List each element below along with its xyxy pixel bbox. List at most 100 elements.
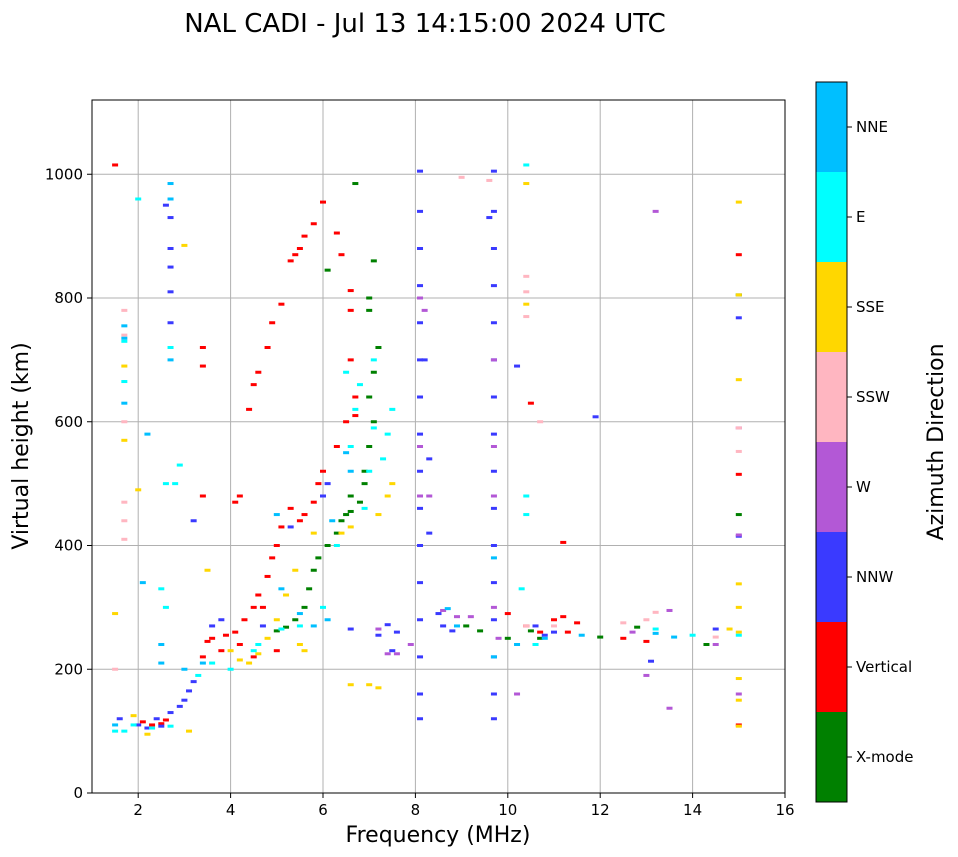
echo-point-nnw xyxy=(490,169,497,173)
echo-point-w xyxy=(417,445,424,448)
colorbar-segment-sse xyxy=(816,262,847,352)
echo-point-e xyxy=(366,469,373,473)
echo-point-w xyxy=(490,445,497,448)
echo-point-nnw xyxy=(490,432,497,436)
echo-point-nnw xyxy=(490,717,497,721)
echo-point-nnw xyxy=(167,290,174,294)
echo-point-x-mode xyxy=(361,482,368,486)
echo-point-vertical xyxy=(218,649,225,653)
echo-point-nne xyxy=(167,358,174,362)
echo-point-vertical xyxy=(504,612,511,616)
echo-point-vertical xyxy=(560,615,567,619)
echo-point-w xyxy=(643,673,650,677)
echo-point-nnw xyxy=(417,655,424,659)
echo-point-sse xyxy=(389,482,396,486)
echo-point-w xyxy=(417,494,424,498)
x-tick-label: 14 xyxy=(683,801,702,819)
echo-point-ssw xyxy=(523,274,530,278)
echo-point-nnw xyxy=(490,469,497,473)
echo-point-nne xyxy=(652,631,659,635)
echo-point-nnw xyxy=(421,358,428,362)
echo-point-sse xyxy=(310,531,317,535)
echo-point-vertical xyxy=(199,655,206,659)
echo-point-vertical xyxy=(232,630,239,634)
echo-point-sse xyxy=(121,364,128,368)
echo-point-sse xyxy=(135,488,142,492)
chart-title: NAL CADI - Jul 13 14:15:00 2024 UTC xyxy=(184,9,666,39)
echo-point-vertical xyxy=(199,346,206,349)
echo-point-e xyxy=(176,463,183,467)
echo-point-ssw xyxy=(112,667,119,671)
x-tick-label: 10 xyxy=(498,801,517,819)
echo-point-vertical xyxy=(236,494,243,498)
echo-point-e xyxy=(532,643,539,646)
echo-point-vertical xyxy=(199,364,206,368)
echo-point-x-mode xyxy=(366,296,373,300)
echo-point-nnw xyxy=(167,711,174,715)
echo-point-nnw xyxy=(347,627,354,631)
echo-point-nnw xyxy=(417,618,424,622)
echo-point-x-mode xyxy=(315,556,322,560)
plot-frame xyxy=(91,99,786,794)
echo-point-nnw xyxy=(648,659,655,663)
echo-point-ssw xyxy=(537,420,544,424)
echo-point-vertical xyxy=(537,630,544,634)
echo-point-nne xyxy=(273,513,280,517)
echo-point-sse xyxy=(181,243,188,247)
echo-point-vertical xyxy=(347,358,354,362)
echo-point-vertical xyxy=(301,513,308,517)
echo-point-nne xyxy=(453,624,460,628)
echo-point-vertical xyxy=(292,253,299,257)
echo-point-vertical xyxy=(287,506,294,510)
echo-point-vertical xyxy=(273,649,280,653)
echo-point-ssw xyxy=(643,618,650,622)
echo-point-x-mode xyxy=(301,605,308,609)
echo-point-e xyxy=(380,457,387,461)
echo-point-nnw xyxy=(116,717,123,721)
echo-point-vertical xyxy=(250,605,257,609)
echo-point-vertical xyxy=(643,639,650,643)
colorbar-tick-label: NNW xyxy=(856,568,893,586)
colorbar-tick-label: X-mode xyxy=(856,748,913,766)
echo-point-nnw xyxy=(712,627,719,631)
echo-point-nnw xyxy=(592,415,599,419)
echo-point-x-mode xyxy=(338,519,345,523)
echo-point-vertical xyxy=(338,253,345,257)
echo-point-x-mode xyxy=(703,643,710,646)
echo-point-e xyxy=(135,197,142,201)
echo-point-vertical xyxy=(352,395,359,399)
echo-point-nnw xyxy=(490,247,497,250)
echo-point-e xyxy=(370,426,377,430)
colorbar-segment-nne xyxy=(816,82,847,172)
echo-point-nnw xyxy=(435,612,442,616)
echo-point-x-mode xyxy=(597,635,604,639)
echo-point-vertical xyxy=(310,500,317,504)
echo-point-vertical xyxy=(222,633,229,637)
echo-point-nne xyxy=(158,643,165,646)
echo-point-sse xyxy=(735,378,742,382)
echo-point-vertical xyxy=(241,618,248,622)
echo-point-nnw xyxy=(735,316,742,320)
echo-point-nnw xyxy=(181,698,188,702)
echo-point-vertical xyxy=(264,574,271,578)
echo-point-vertical xyxy=(269,556,276,560)
echo-point-w xyxy=(421,308,428,312)
echo-point-e xyxy=(356,383,363,387)
echo-point-sse xyxy=(726,627,733,631)
echo-point-x-mode xyxy=(292,618,299,622)
echo-point-sse xyxy=(735,724,742,728)
echo-point-sse xyxy=(264,636,271,640)
echo-point-w xyxy=(735,692,742,696)
echo-point-nnw xyxy=(440,624,447,628)
echo-point-vertical xyxy=(574,621,581,625)
echo-point-sse xyxy=(735,630,742,634)
echo-point-x-mode xyxy=(352,182,359,186)
echo-point-ssw xyxy=(652,610,659,614)
echo-point-vertical xyxy=(347,289,354,293)
x-tick-label: 12 xyxy=(591,801,610,819)
echo-point-e xyxy=(296,624,303,628)
echo-point-nnw xyxy=(417,209,424,213)
echo-point-e xyxy=(172,482,179,486)
colorbar-tick-label: Vertical xyxy=(856,658,912,676)
echo-point-w xyxy=(426,494,433,498)
